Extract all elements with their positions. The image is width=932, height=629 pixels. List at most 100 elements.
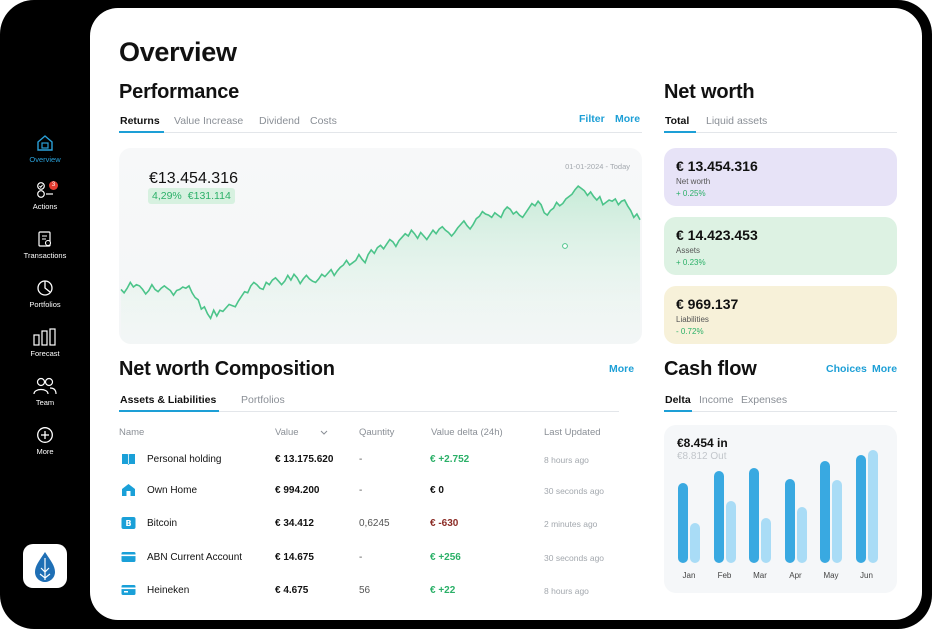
net-worth-tabs-divider (664, 132, 897, 133)
cash-flow-bar[interactable] (749, 468, 759, 563)
table-row[interactable]: Own Home € 994.200 - € 0 30 seconds ago (119, 481, 619, 501)
asset-delta: € +2.752 (430, 454, 470, 465)
composition-title: Net worth Composition (119, 358, 335, 380)
liabilities-change: - 0.72% (676, 327, 704, 336)
liabilities-card[interactable]: € 969.137 Liabilities - 0.72% (664, 286, 897, 344)
column-header-quantity[interactable]: Qauntity (359, 427, 395, 438)
tab-value-increase[interactable]: Value Increase (174, 115, 244, 127)
team-icon (33, 377, 57, 395)
cash-flow-bar[interactable] (867, 450, 878, 563)
sidebar-item-portfolios[interactable]: Portfolios (0, 279, 90, 309)
filter-button[interactable]: Filter (579, 113, 605, 125)
cash-flow-bar[interactable] (784, 479, 795, 563)
performance-line-chart (120, 185, 641, 344)
tab-assets-liabilities[interactable]: Assets & Liabilities (120, 394, 217, 406)
asset-updated: 8 hours ago (544, 586, 589, 596)
tab-total[interactable]: Total (665, 115, 690, 127)
sidebar-item-label: Actions (32, 202, 58, 211)
tab-portfolios[interactable]: Portfolios (241, 394, 285, 406)
sidebar-item-more[interactable]: More (0, 426, 90, 456)
cash-flow-bar[interactable] (855, 455, 866, 563)
sidebar-item-label: Overview (29, 155, 61, 164)
asset-name: ABN Current Account (147, 552, 243, 563)
cash-flow-bar[interactable] (796, 507, 807, 563)
net-worth-change: + 0.25% (676, 189, 706, 198)
home-icon (37, 135, 53, 151)
house-icon (122, 484, 135, 496)
tab-expenses[interactable]: Expenses (741, 394, 788, 406)
asset-updated: 30 seconds ago (544, 553, 605, 563)
bitcoin-icon: B (121, 517, 136, 529)
month-label: Jan (682, 571, 696, 580)
cash-flow-bar[interactable] (678, 483, 688, 563)
month-label: May (823, 571, 839, 580)
performance-more-button[interactable]: More (615, 113, 641, 125)
tab-income[interactable]: Income (699, 394, 734, 406)
assets-card[interactable]: € 14.423.453 Assets + 0.23% (664, 217, 897, 275)
app-logo[interactable] (23, 544, 67, 588)
column-header-name[interactable]: Name (119, 427, 145, 438)
performance-pct: 4,29% (152, 190, 182, 202)
tab-returns[interactable]: Returns (120, 115, 160, 127)
asset-quantity: - (359, 454, 363, 465)
cash-flow-more-button[interactable]: More (872, 363, 898, 375)
cash-flow-bar[interactable] (713, 471, 724, 563)
asset-quantity: 0,6245 (359, 518, 390, 529)
sidebar-item-actions[interactable]: 3 Actions (0, 181, 90, 211)
svg-text:B: B (125, 519, 131, 528)
sidebar-item-label: Team (35, 398, 55, 407)
column-header-last-updated[interactable]: Last Updated (544, 427, 601, 438)
card-icon (121, 552, 136, 562)
table-row[interactable]: B Bitcoin € 34.412 0,6245 € -630 2 minut… (119, 514, 619, 534)
liabilities-value: € 969.137 (676, 296, 739, 312)
sidebar-item-team[interactable]: Team (0, 377, 90, 407)
tab-dividend[interactable]: Dividend (259, 115, 300, 127)
asset-updated: 8 hours ago (544, 455, 589, 465)
sidebar: Overview 3 Actions Transactions Portfoli… (0, 0, 90, 629)
sidebar-item-forecast[interactable]: Forecast (0, 328, 90, 358)
asset-value: € 994.200 (275, 485, 320, 496)
sidebar-item-label: Portfolios (29, 300, 61, 309)
table-row[interactable]: Personal holding € 13.175.620 - € +2.752… (119, 450, 619, 470)
performance-date-range[interactable]: 01-01-2024 - Today (565, 162, 630, 171)
tab-delta[interactable]: Delta (665, 394, 691, 406)
cash-flow-bar[interactable] (690, 523, 700, 563)
cash-flow-chart-card: €8.454 in €8.812 Out Jan Feb Mar Apr May Jun (664, 425, 897, 593)
tab-costs[interactable]: Costs (310, 115, 337, 127)
asset-name: Heineken (147, 585, 190, 596)
cash-flow-bar[interactable] (832, 480, 842, 563)
page-title: Overview (119, 37, 237, 67)
performance-gain: €131.114 (187, 190, 231, 202)
cash-in-amount: €8.454 in (677, 436, 728, 450)
net-worth-card[interactable]: € 13.454.316 Net worth + 0.25% (664, 148, 897, 206)
sidebar-item-overview[interactable]: Overview (0, 134, 90, 164)
performance-line (120, 185, 641, 321)
asset-delta: € 0 (430, 485, 444, 496)
net-worth-title: Net worth (664, 81, 755, 103)
performance-tab-indicator (119, 131, 164, 133)
actions-icon (37, 182, 53, 198)
stock-icon (121, 585, 136, 595)
performance-tabs-divider (119, 132, 642, 133)
month-label: Apr (789, 571, 802, 580)
asset-value: € 14.675 (275, 552, 314, 563)
composition-more-button[interactable]: More (609, 363, 635, 375)
column-header-value-delta[interactable]: Value delta (24h) (431, 427, 503, 438)
column-header-value[interactable]: Value (275, 427, 299, 438)
cash-out-amount: €8.812 Out (677, 451, 727, 462)
cash-flow-bar[interactable] (725, 501, 736, 563)
asset-delta: € +22 (430, 585, 456, 596)
cash-flow-tabs-divider (664, 411, 897, 412)
sort-chevron-icon[interactable] (320, 430, 328, 436)
assets-value: € 14.423.453 (676, 227, 758, 243)
choices-button[interactable]: Choices (826, 363, 867, 375)
cash-flow-bar[interactable] (820, 461, 830, 563)
sidebar-item-transactions[interactable]: Transactions (0, 230, 90, 260)
tab-liquid-assets[interactable]: Liquid assets (706, 115, 768, 127)
month-label: Mar (753, 571, 767, 580)
cash-flow-bar[interactable] (761, 518, 771, 563)
table-row[interactable]: ABN Current Account € 14.675 - € +256 30… (119, 548, 619, 568)
drop-logo-icon (35, 552, 55, 582)
asset-name: Own Home (147, 485, 198, 496)
table-row[interactable]: Heineken € 4.675 56 € +22 8 hours ago (119, 581, 619, 601)
